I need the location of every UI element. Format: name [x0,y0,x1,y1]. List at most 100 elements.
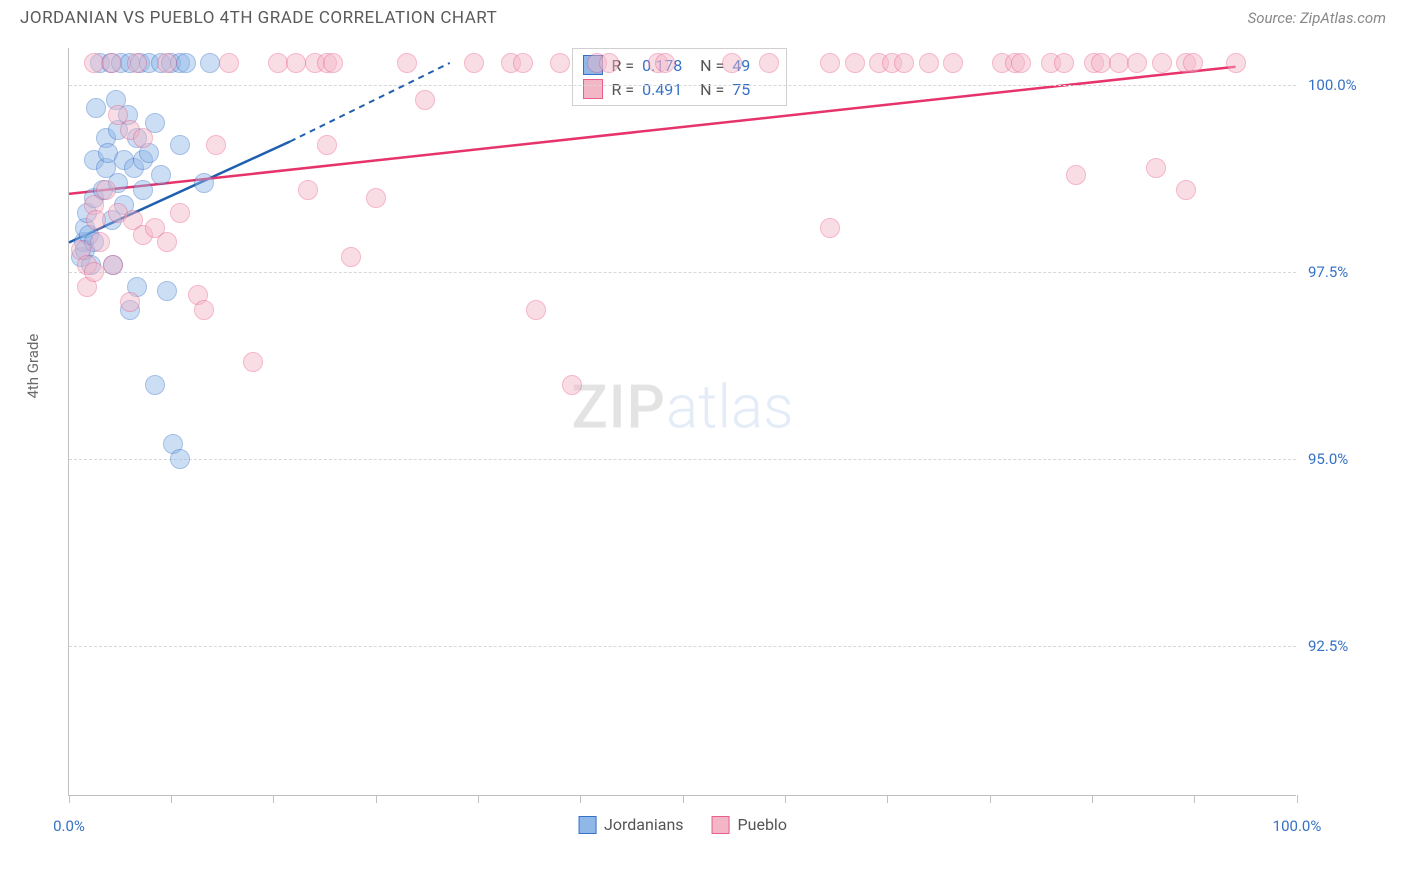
data-point [415,90,435,110]
chart-title: JORDANIAN VS PUEBLO 4TH GRADE CORRELATIO… [20,8,497,28]
watermark-zip: ZIP [572,371,666,442]
data-point [145,375,165,395]
data-point [1127,53,1147,73]
r-value: 0.491 [642,80,686,99]
data-point [722,53,742,73]
data-point [157,232,177,252]
x-tick-label: 0.0% [53,795,85,835]
data-point [84,53,104,73]
data-point [526,300,546,320]
data-point [655,53,675,73]
data-point [894,53,914,73]
data-point [206,135,226,155]
data-point [102,53,122,73]
data-point [366,188,386,208]
x-tick [785,795,786,803]
data-point [1091,53,1111,73]
data-point [176,53,196,73]
data-point [286,53,306,73]
data-point [1226,53,1246,73]
data-point [298,180,318,200]
watermark-atlas: atlas [666,371,794,442]
series-legend-label: Pueblo [738,815,787,834]
data-point [943,53,963,73]
x-tick [887,795,888,803]
data-point [397,53,417,73]
data-point [127,53,147,73]
y-tick-label: 95.0% [1296,450,1348,468]
data-point [133,128,153,148]
x-tick [1092,795,1093,803]
series-legend-label: Jordanians [604,815,683,834]
y-tick-label: 92.5% [1296,637,1348,655]
data-point [103,255,123,275]
data-point [1054,53,1074,73]
gridline [69,646,1296,647]
data-point [845,53,865,73]
data-point [157,53,177,73]
n-label: N = [700,80,724,99]
x-tick [1194,795,1195,803]
data-point [170,203,190,223]
data-point [170,135,190,155]
y-axis-title: 4th Grade [24,333,42,398]
x-tick [478,795,479,803]
source-label: Source: ZipAtlas.com [1248,9,1386,27]
data-point [323,53,343,73]
x-tick [171,795,172,803]
data-point [1176,180,1196,200]
gridline [69,272,1296,273]
data-point [96,180,116,200]
trend-lines [69,48,1297,796]
x-tick [376,795,377,803]
x-tick [683,795,684,803]
x-tick [990,795,991,803]
legend-row: R =0.491N =75 [583,77,776,101]
data-point [341,247,361,267]
data-point [157,281,177,301]
chart-header: JORDANIAN VS PUEBLO 4TH GRADE CORRELATIO… [0,0,1406,32]
data-point [86,210,106,230]
data-point [1152,53,1172,73]
data-point [200,53,220,73]
n-value: 75 [732,80,776,99]
data-point [1109,53,1129,73]
x-tick [273,795,274,803]
data-point [194,300,214,320]
series-legend-item: Pueblo [712,815,787,834]
plot-area: 4th Grade ZIPatlas R =0.178N =49R =0.491… [68,48,1296,796]
legend-swatch [578,816,596,834]
data-point [84,262,104,282]
y-tick-label: 100.0% [1296,76,1357,94]
data-point [1146,158,1166,178]
data-point [194,173,214,193]
data-point [820,218,840,238]
data-point [1066,165,1086,185]
data-point [243,352,263,372]
x-tick [580,795,581,803]
data-point [151,165,171,185]
data-point [513,53,533,73]
data-point [86,98,106,118]
data-point [550,53,570,73]
data-point [759,53,779,73]
data-point [919,53,939,73]
legend-swatch [583,79,603,99]
data-point [219,53,239,73]
gridline [69,85,1296,86]
data-point [317,135,337,155]
data-point [599,53,619,73]
n-label: N = [700,56,724,75]
x-tick-label: 100.0% [1273,795,1322,835]
data-point [820,53,840,73]
y-tick-label: 97.5% [1296,263,1348,281]
data-point [562,375,582,395]
data-point [268,53,288,73]
data-point [120,292,140,312]
gridline [69,459,1296,460]
data-point [90,232,110,252]
data-point [170,449,190,469]
watermark: ZIPatlas [572,371,794,442]
data-point [1011,53,1031,73]
legend-swatch [712,816,730,834]
